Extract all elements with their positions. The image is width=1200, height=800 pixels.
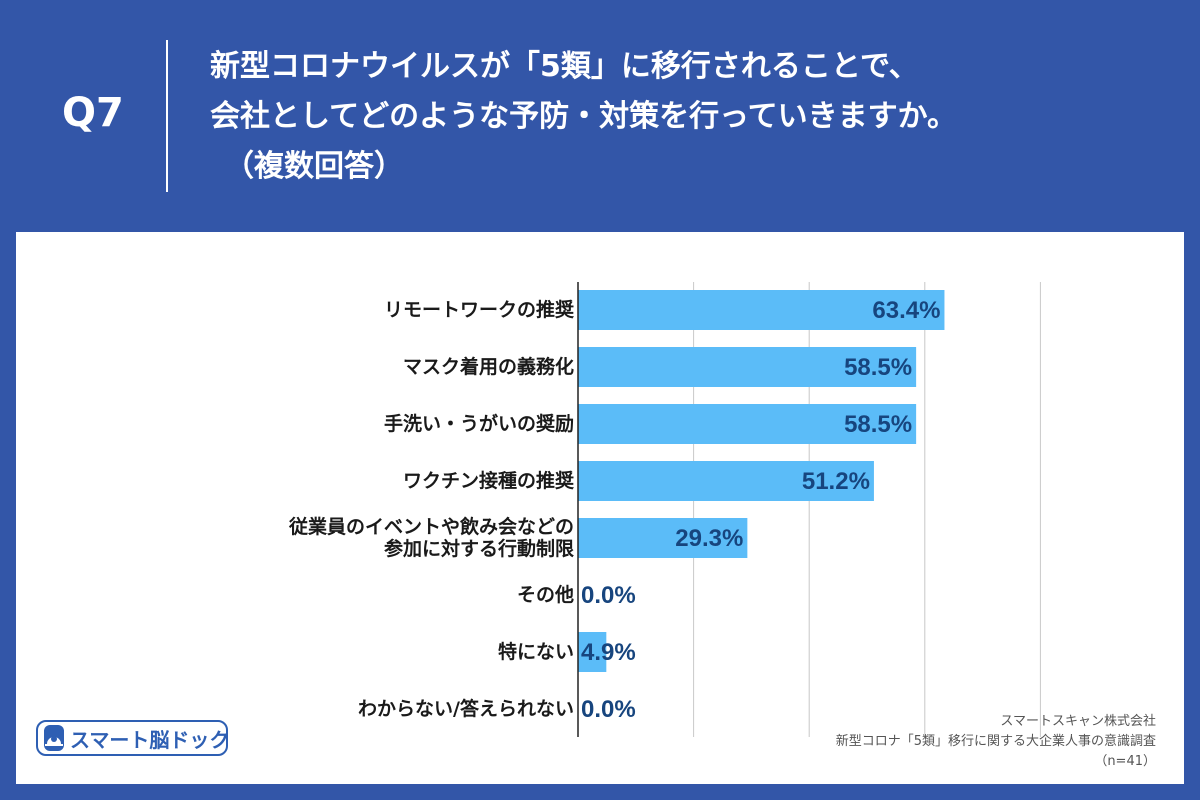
- category-label-4: 従業員のイベントや飲み会などの 参加に対する行動制限: [194, 516, 574, 560]
- bar-0: [578, 290, 945, 330]
- value-label-2: 58.5%: [844, 411, 912, 438]
- value-label-1: 58.5%: [844, 354, 912, 381]
- brand-logo-text: スマート脳ドック: [70, 727, 230, 752]
- brain-scan-icon: [44, 725, 64, 751]
- category-label-line: わからない/答えられない: [358, 698, 574, 720]
- value-label-7: 0.0%: [581, 696, 636, 723]
- category-label-0: リモートワークの推奨: [194, 299, 574, 321]
- question-number: Q7: [62, 90, 124, 136]
- category-label-3: ワクチン接種の推奨: [194, 470, 574, 492]
- source-sample-size: （n=41）: [1094, 754, 1156, 769]
- category-label-line: 参加に対する行動制限: [383, 538, 574, 560]
- category-label-line: 特にない: [497, 641, 574, 663]
- bar-3: [578, 461, 874, 501]
- chart-panel: 63.4% 58.5% 58.5% 51.2% 29.3% 0.0% 4.9% 0.0% リモ…: [16, 232, 1184, 784]
- value-label-0: 63.4%: [872, 297, 940, 324]
- source-survey: 新型コロナ「5類」移行に関する大企業人事の意識調査: [835, 734, 1156, 749]
- header-divider: [166, 40, 168, 192]
- category-label-6: 特にない: [194, 641, 574, 663]
- bar-chart: 63.4% 58.5% 58.5% 51.2% 29.3% 0.0% 4.9% 0.0%: [577, 282, 1041, 737]
- brand-logo: スマート脳ドック: [36, 720, 230, 756]
- category-label-line: マスク着用の義務化: [402, 356, 574, 378]
- question-header: Q7 新型コロナウイルスが「5類」に移行されることで、 会社としてどのような予防…: [0, 0, 1200, 232]
- category-label-line: 従業員のイベントや飲み会などの: [288, 516, 574, 538]
- question-line-1: 新型コロナウイルスが「5類」に移行されることで、: [210, 49, 919, 84]
- question-line-3: （複数回答）: [224, 149, 404, 184]
- question-line-2: 会社としてどのような予防・対策を行っていきますか。: [210, 99, 957, 134]
- bar-2: [578, 404, 917, 444]
- category-label-2: 手洗い・うがいの奨励: [194, 413, 574, 435]
- value-label-3: 51.2%: [802, 468, 870, 495]
- bar-4: [578, 518, 748, 558]
- source-company: スマートスキャン株式会社: [1000, 714, 1156, 729]
- bar-1: [578, 347, 917, 387]
- category-label-5: その他: [194, 584, 574, 606]
- category-label-line: リモートワークの推奨: [383, 299, 574, 321]
- source-note: スマートスキャン株式会社 新型コロナ「5類」移行に関する大企業人事の意識調査 （…: [836, 712, 1156, 772]
- category-label-line: ワクチン接種の推奨: [402, 470, 574, 492]
- category-label-line: その他: [516, 584, 574, 606]
- question-text: 新型コロナウイルスが「5類」に移行されることで、 会社としてどのような予防・対策…: [210, 42, 957, 192]
- bar-6: [578, 632, 607, 672]
- category-label-1: マスク着用の義務化: [194, 356, 574, 378]
- category-label-7: わからない/答えられない: [194, 698, 574, 720]
- value-label-4: 29.3%: [675, 525, 743, 552]
- category-label-line: 手洗い・うがいの奨励: [383, 413, 574, 435]
- value-label-6: 4.9%: [581, 639, 636, 666]
- value-label-5: 0.0%: [581, 582, 636, 609]
